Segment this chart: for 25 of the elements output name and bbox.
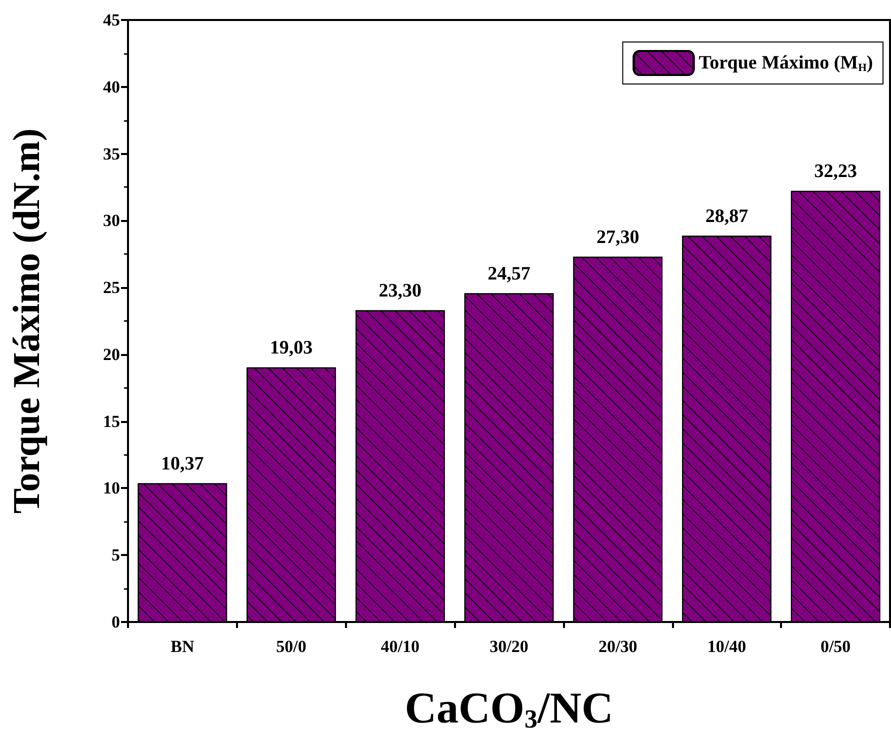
y-tick-label: 45: [103, 10, 120, 30]
y-tick-label: 10: [103, 478, 120, 498]
x-tick-label: 20/30: [598, 637, 638, 656]
data-label: 32,23: [814, 160, 857, 182]
data-label: 10,37: [161, 453, 204, 474]
y-tick-label: 30: [103, 211, 120, 230]
y-tick-label: 15: [103, 412, 120, 431]
y-tick-label: 35: [103, 144, 120, 164]
data-label: 23,30: [378, 280, 422, 302]
data-label: 28,87: [705, 206, 749, 227]
y-tick-label: 40: [103, 77, 120, 96]
data-label: 27,30: [596, 226, 640, 248]
y-tick-label: 25: [103, 278, 120, 298]
data-label: 19,03: [270, 337, 313, 358]
y-tick-label: 20: [103, 344, 120, 364]
data-label: 24,57: [488, 263, 531, 284]
x-tick-label: BN: [170, 637, 195, 656]
x-tick-label: 10/40: [707, 637, 746, 656]
x-tick-label: 40/10: [380, 637, 420, 656]
y-tick-label: 0: [112, 612, 120, 632]
x-tick-label: 30/20: [490, 637, 528, 656]
x-tick-label: 0/50: [820, 637, 851, 656]
x-tick-label: 50/0: [276, 637, 306, 656]
y-tick-label: 5: [112, 546, 120, 565]
y-axis-title: Torque Máximo (dN.m): [6, 128, 48, 514]
